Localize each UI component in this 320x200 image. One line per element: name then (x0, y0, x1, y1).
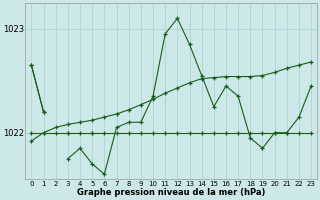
X-axis label: Graphe pression niveau de la mer (hPa): Graphe pression niveau de la mer (hPa) (77, 188, 266, 197)
